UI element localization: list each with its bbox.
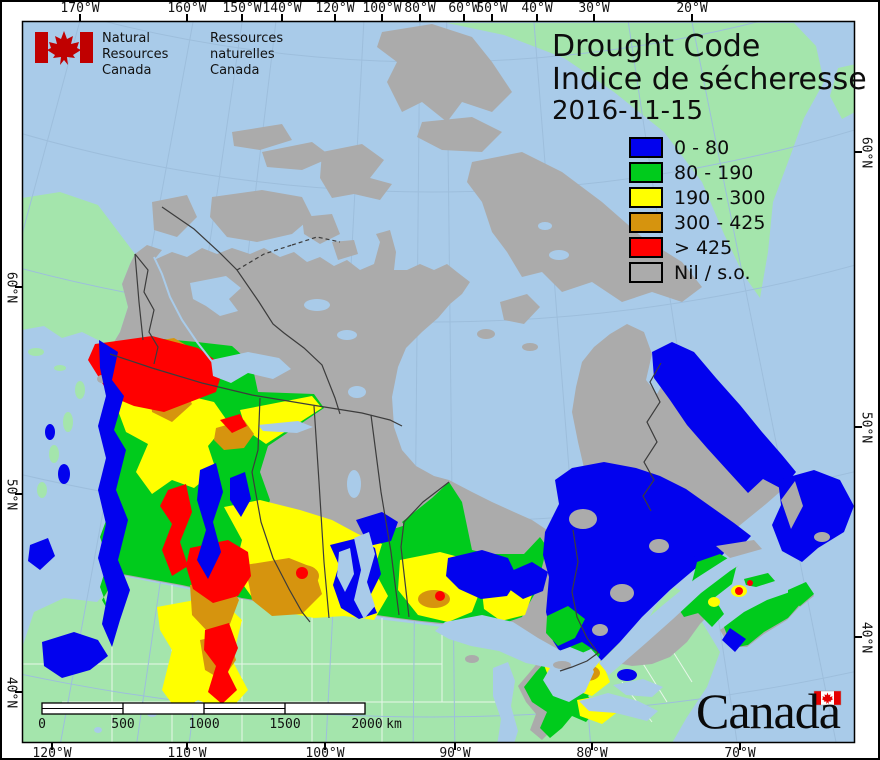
axis-label: 40°N <box>3 676 19 709</box>
axis-label: 60°W <box>448 1 480 16</box>
scalebar-tick: 2000 <box>351 717 383 732</box>
title-en: Drought Code <box>552 29 761 64</box>
axis-label: 40°N <box>858 621 874 654</box>
canada-flag-logo-icon <box>35 31 93 65</box>
axis-label: 160°W <box>167 1 207 16</box>
legend-label: 0 - 80 <box>674 136 730 159</box>
flag-spacer <box>35 31 93 62</box>
lakes <box>153 222 762 743</box>
axis-label: 50°N <box>3 478 19 511</box>
axis-label: 30°W <box>578 1 610 16</box>
legend-swatch-80-190 <box>629 162 663 183</box>
axis-label: 80°W <box>576 746 608 760</box>
nrcan-signature: Natural Resources Canada Ressources natu… <box>35 31 330 79</box>
scalebar-tick: 1500 <box>269 717 301 732</box>
nrcan-en-line2: Canada <box>102 63 152 78</box>
legend-label: 190 - 300 <box>674 186 766 209</box>
legend-label: Nil / s.o. <box>674 261 751 284</box>
scalebar-unit: km <box>386 717 402 732</box>
axis-label: 50°W <box>476 1 508 16</box>
axis-label: 80°W <box>404 1 436 16</box>
axis-label: 100°W <box>362 1 402 16</box>
nrcan-fr-line1: Ressources naturelles <box>210 31 284 62</box>
nrcan-fr-line2: Canada <box>210 63 260 78</box>
nrcan-name-fr: Ressources naturelles Canada <box>210 31 330 79</box>
legend-swatch-over-425 <box>629 237 663 258</box>
legend-item: 190 - 300 <box>629 185 765 210</box>
legend: 0 - 80 80 - 190 190 - 300 300 - 425 > 42… <box>629 135 765 285</box>
canada-wordmark: Canada <box>696 683 841 739</box>
axis-label: 70°W <box>724 746 756 760</box>
province-borders <box>109 206 662 672</box>
legend-item: 0 - 80 <box>629 135 765 160</box>
axis-label: 110°W <box>167 746 207 760</box>
legend-label: > 425 <box>674 236 733 259</box>
title-date: 2016-11-15 <box>552 96 704 126</box>
legend-item: 300 - 425 <box>629 210 765 235</box>
scalebar-tick: 1000 <box>188 717 220 732</box>
title-fr: Indice de sécheresse <box>552 62 867 97</box>
axis-label: 140°W <box>262 1 302 16</box>
scalebar-tick: 500 <box>111 717 135 732</box>
legend-item: 80 - 190 <box>629 160 765 185</box>
axis-ticks <box>15 14 862 750</box>
nrcan-name-en: Natural Resources Canada <box>102 31 194 79</box>
legend-swatch-nil <box>629 262 663 283</box>
axis-label: 50°N <box>858 411 874 444</box>
axis-label: 150°W <box>222 1 262 16</box>
axis-label: 60°N <box>3 271 19 304</box>
axis-label: 40°W <box>521 1 553 16</box>
legend-item: Nil / s.o. <box>629 260 765 285</box>
map-frame <box>21 20 856 744</box>
wordmark-flag-icon <box>813 690 842 706</box>
scalebar-tick: 0 <box>38 717 46 732</box>
scalebar-graphic <box>41 702 366 715</box>
axis-label: 20°W <box>676 1 708 16</box>
nrcan-en-line1: Natural Resources <box>102 31 169 62</box>
axis-label: 170°W <box>60 1 100 16</box>
axis-label: 100°W <box>305 746 345 760</box>
legend-item: > 425 <box>629 235 765 260</box>
legend-label: 300 - 425 <box>674 211 766 234</box>
map-title: Drought Code Indice de sécheresse 2016-1… <box>552 30 867 126</box>
axis-label: 60°N <box>858 136 874 169</box>
legend-swatch-0-80 <box>629 137 663 158</box>
axis-label: 120°W <box>315 1 355 16</box>
axis-label: 90°W <box>439 746 471 760</box>
legend-swatch-190-300 <box>629 187 663 208</box>
legend-label: 80 - 190 <box>674 161 754 184</box>
axis-label: 120°W <box>32 746 72 760</box>
legend-swatch-300-425 <box>629 212 663 233</box>
